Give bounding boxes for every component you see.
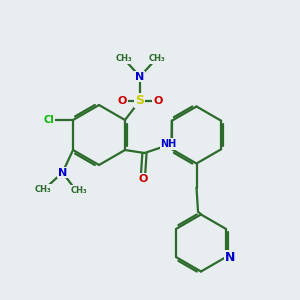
Text: O: O bbox=[153, 95, 163, 106]
Text: CH₃: CH₃ bbox=[115, 54, 132, 63]
Text: O: O bbox=[138, 174, 148, 184]
Text: CH₃: CH₃ bbox=[35, 184, 51, 194]
Text: Cl: Cl bbox=[44, 115, 54, 125]
Text: N: N bbox=[58, 167, 67, 178]
Text: S: S bbox=[136, 94, 145, 107]
Text: O: O bbox=[117, 95, 127, 106]
Text: CH₃: CH₃ bbox=[71, 186, 87, 195]
Text: CH₃: CH₃ bbox=[148, 54, 165, 63]
Text: N: N bbox=[135, 71, 145, 82]
Text: N: N bbox=[225, 251, 236, 264]
Text: NH: NH bbox=[160, 139, 177, 149]
